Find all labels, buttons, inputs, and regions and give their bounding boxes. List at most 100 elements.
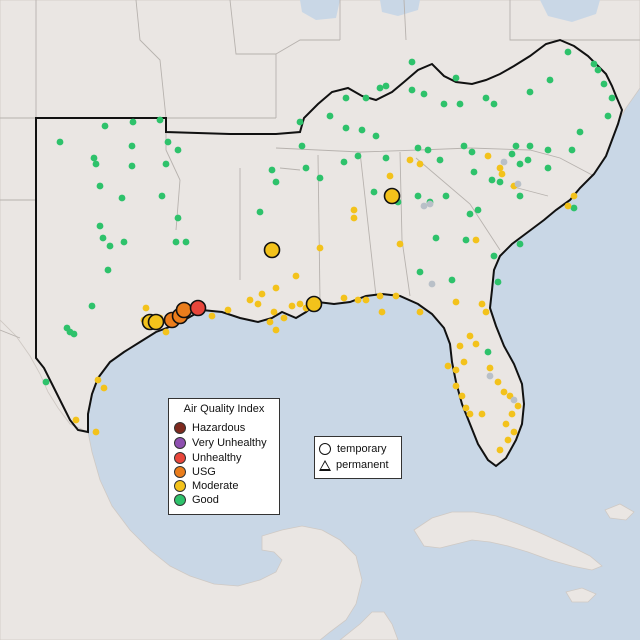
good-monitor[interactable] (268, 166, 276, 174)
good-monitor[interactable] (470, 168, 478, 176)
moderate-monitor[interactable] (292, 272, 300, 280)
good-monitor[interactable] (544, 146, 552, 154)
good-monitor[interactable] (484, 348, 492, 356)
good-monitor[interactable] (408, 58, 416, 66)
good-monitor[interactable] (416, 268, 424, 276)
good-monitor[interactable] (436, 156, 444, 164)
moderate-monitor[interactable] (266, 318, 274, 326)
moderate-monitor[interactable] (482, 308, 490, 316)
good-monitor[interactable] (468, 148, 476, 156)
good-monitor[interactable] (424, 146, 432, 154)
moderate-monitor[interactable] (514, 402, 522, 410)
good-monitor[interactable] (182, 238, 190, 246)
good-monitor[interactable] (370, 188, 378, 196)
moderate-monitor[interactable] (208, 312, 216, 320)
good-monitor[interactable] (526, 142, 534, 150)
good-monitor[interactable] (90, 154, 98, 162)
good-monitor[interactable] (570, 204, 578, 212)
moderate-monitor[interactable] (258, 290, 266, 298)
good-monitor[interactable] (172, 238, 180, 246)
good-monitor[interactable] (326, 112, 334, 120)
moderate-monitor[interactable] (466, 410, 474, 418)
good-monitor[interactable] (92, 160, 100, 168)
moderate-monitor[interactable] (444, 362, 452, 370)
good-monitor[interactable] (56, 138, 64, 146)
good-monitor[interactable] (408, 86, 416, 94)
good-monitor[interactable] (99, 234, 107, 242)
good-monitor[interactable] (474, 206, 482, 214)
good-monitor[interactable] (70, 330, 78, 338)
good-monitor[interactable] (576, 128, 584, 136)
good-monitor[interactable] (298, 142, 306, 150)
good-monitor[interactable] (158, 192, 166, 200)
good-monitor[interactable] (372, 132, 380, 140)
moderate-monitor[interactable] (270, 308, 278, 316)
good-monitor[interactable] (316, 174, 324, 182)
moderate-monitor[interactable] (378, 308, 386, 316)
good-monitor[interactable] (414, 192, 422, 200)
good-monitor[interactable] (174, 214, 182, 222)
good-monitor[interactable] (594, 66, 602, 74)
moderate-monitor[interactable] (386, 172, 394, 180)
no-data-monitor[interactable] (428, 280, 436, 288)
good-monitor[interactable] (490, 252, 498, 260)
good-monitor[interactable] (128, 142, 136, 150)
moderate-monitor[interactable] (510, 428, 518, 436)
good-monitor[interactable] (496, 178, 504, 186)
no-data-monitor[interactable] (426, 200, 434, 208)
temporary-unhealthy-monitor[interactable] (189, 299, 207, 317)
good-monitor[interactable] (460, 142, 468, 150)
moderate-monitor[interactable] (452, 298, 460, 306)
moderate-monitor[interactable] (92, 428, 100, 436)
moderate-monitor[interactable] (500, 388, 508, 396)
good-monitor[interactable] (462, 236, 470, 244)
good-monitor[interactable] (516, 160, 524, 168)
moderate-monitor[interactable] (396, 240, 404, 248)
good-monitor[interactable] (590, 60, 598, 68)
moderate-monitor[interactable] (456, 342, 464, 350)
temporary-moderate-monitor[interactable] (305, 295, 323, 313)
good-monitor[interactable] (342, 124, 350, 132)
moderate-monitor[interactable] (296, 300, 304, 308)
good-monitor[interactable] (564, 48, 572, 56)
moderate-monitor[interactable] (496, 446, 504, 454)
good-monitor[interactable] (342, 94, 350, 102)
temporary-usg-monitor[interactable] (175, 301, 193, 319)
moderate-monitor[interactable] (340, 294, 348, 302)
moderate-monitor[interactable] (350, 214, 358, 222)
moderate-monitor[interactable] (406, 156, 414, 164)
moderate-monitor[interactable] (280, 314, 288, 322)
moderate-monitor[interactable] (452, 382, 460, 390)
good-monitor[interactable] (272, 178, 280, 186)
moderate-monitor[interactable] (484, 152, 492, 160)
good-monitor[interactable] (516, 192, 524, 200)
good-monitor[interactable] (42, 378, 50, 386)
good-monitor[interactable] (88, 302, 96, 310)
moderate-monitor[interactable] (472, 236, 480, 244)
good-monitor[interactable] (600, 80, 608, 88)
good-monitor[interactable] (456, 100, 464, 108)
moderate-monitor[interactable] (570, 192, 578, 200)
good-monitor[interactable] (101, 122, 109, 130)
good-monitor[interactable] (302, 164, 310, 172)
moderate-monitor[interactable] (460, 358, 468, 366)
moderate-monitor[interactable] (224, 306, 232, 314)
good-monitor[interactable] (568, 146, 576, 154)
moderate-monitor[interactable] (362, 296, 370, 304)
moderate-monitor[interactable] (478, 410, 486, 418)
good-monitor[interactable] (516, 240, 524, 248)
temporary-moderate-monitor[interactable] (147, 313, 165, 331)
moderate-monitor[interactable] (472, 340, 480, 348)
good-monitor[interactable] (608, 94, 616, 102)
moderate-monitor[interactable] (254, 300, 262, 308)
temporary-moderate-monitor[interactable] (383, 187, 401, 205)
good-monitor[interactable] (414, 144, 422, 152)
good-monitor[interactable] (120, 238, 128, 246)
good-monitor[interactable] (546, 76, 554, 84)
good-monitor[interactable] (420, 90, 428, 98)
good-monitor[interactable] (354, 152, 362, 160)
good-monitor[interactable] (106, 242, 114, 250)
moderate-monitor[interactable] (508, 410, 516, 418)
moderate-monitor[interactable] (272, 326, 280, 334)
no-data-monitor[interactable] (510, 396, 518, 404)
